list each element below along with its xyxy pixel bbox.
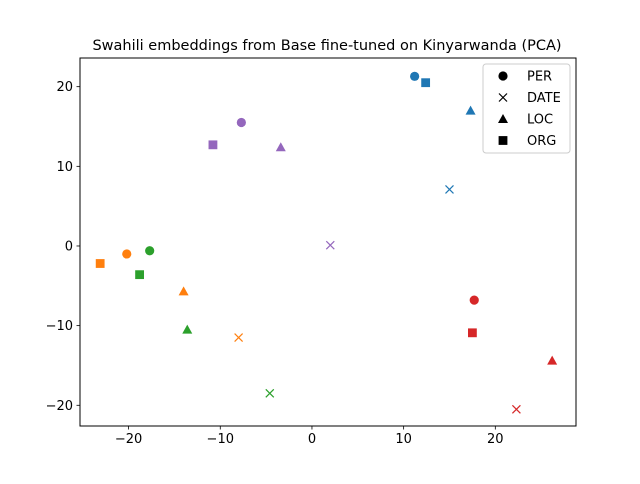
data-point-square <box>208 140 218 150</box>
x-marker-stroke <box>234 333 244 343</box>
data-points <box>95 71 558 414</box>
chart-title: Swahili embeddings from Base fine-tuned … <box>92 38 561 54</box>
data-point-x <box>234 333 244 343</box>
x-tick-label: 10 <box>395 432 412 447</box>
data-point-triangle <box>465 105 476 115</box>
data-point-square <box>135 270 144 280</box>
data-point-triangle <box>178 286 189 296</box>
axis-ticks: −20 −10 0 10 20 −20 −10 0 10 20 <box>46 80 504 447</box>
x-marker-stroke <box>325 240 335 250</box>
data-point-circle <box>145 246 155 256</box>
x-tick-label: 0 <box>308 432 316 447</box>
data-point-square <box>467 328 477 338</box>
data-point-circle <box>236 117 246 128</box>
data-point-circle <box>469 295 479 305</box>
data-point-triangle <box>547 355 558 365</box>
legend-marker-square <box>498 136 508 145</box>
legend-marker-triangle <box>498 114 508 123</box>
legend-marker-circle <box>498 71 508 81</box>
data-point-x <box>511 404 521 414</box>
data-point-triangle <box>275 142 286 152</box>
x-tick-label: −10 <box>207 432 234 447</box>
y-tick-label: 10 <box>56 160 73 175</box>
y-tick-label: −10 <box>46 319 73 334</box>
data-point-x <box>445 185 454 194</box>
legend-label: DATE <box>527 91 561 106</box>
legend: PER DATE LOC ORG <box>482 63 571 154</box>
y-tick-label: −20 <box>46 399 73 414</box>
y-tick-label: 0 <box>65 239 73 254</box>
x-marker-stroke <box>445 185 454 194</box>
legend-box <box>482 63 571 154</box>
legend-label: ORG <box>527 134 556 149</box>
data-point-x <box>265 388 275 398</box>
data-point-square <box>95 259 105 268</box>
data-point-circle <box>410 71 420 81</box>
x-marker-stroke <box>511 404 521 414</box>
x-marker-stroke <box>498 93 508 102</box>
x-tick-label: 20 <box>487 432 504 447</box>
data-point-x <box>325 240 335 250</box>
x-tick-label: −20 <box>115 432 142 447</box>
legend-marker-x <box>498 93 508 102</box>
x-marker-stroke <box>265 388 275 398</box>
data-point-square <box>421 78 431 88</box>
legend-label: PER <box>527 70 552 85</box>
plot-area-frame <box>79 57 577 427</box>
data-point-triangle <box>182 324 193 334</box>
data-point-circle <box>122 249 132 259</box>
legend-label: LOC <box>527 113 553 128</box>
y-tick-label: 20 <box>56 80 73 95</box>
